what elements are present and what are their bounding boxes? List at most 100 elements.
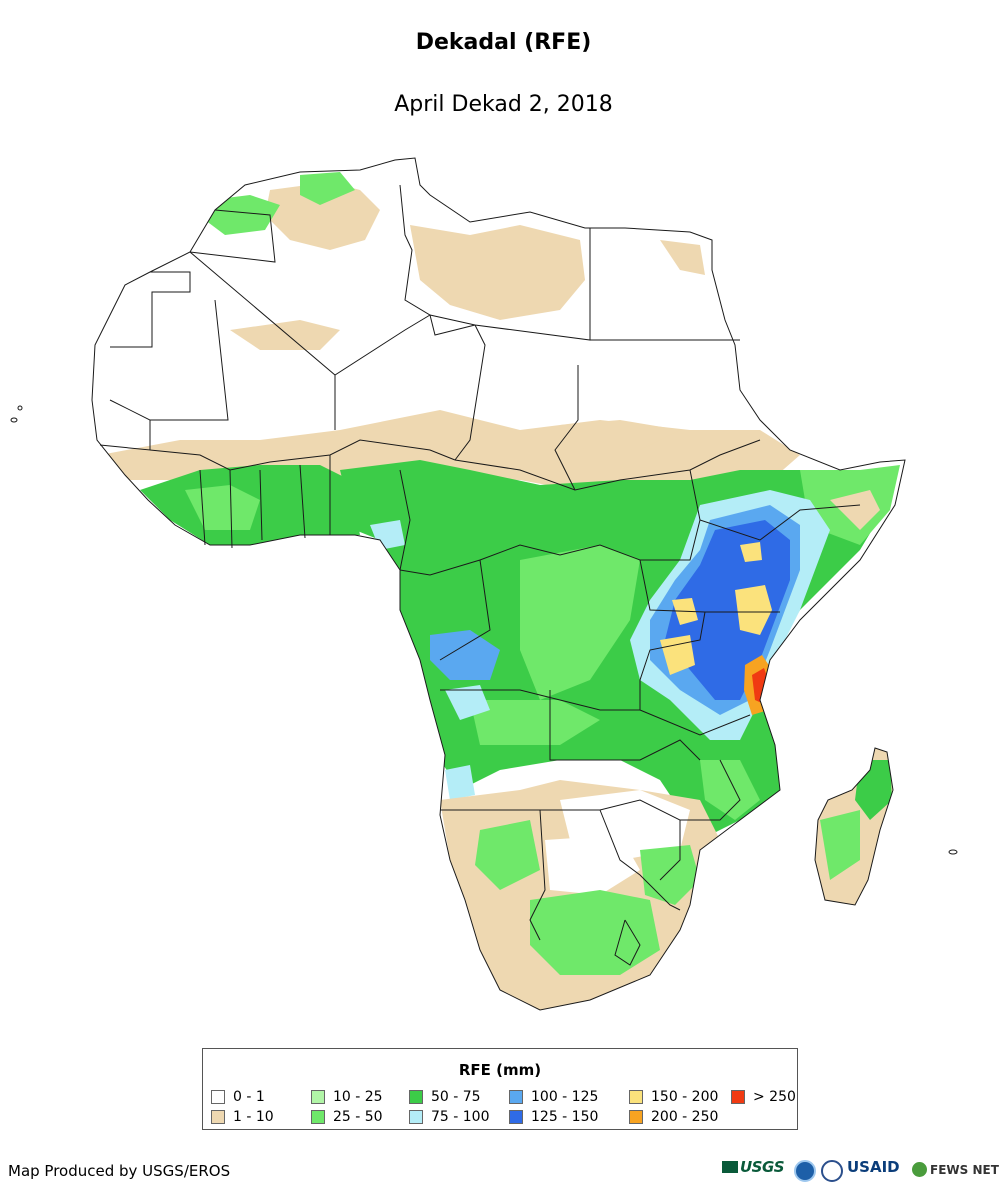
border-line <box>549 690 701 761</box>
rainfall-zone <box>205 195 280 235</box>
credit-text: Map Produced by USGS/EROS <box>8 1162 231 1180</box>
border-line <box>149 439 456 471</box>
africa-coastline <box>91 157 906 1011</box>
rainfall-zone <box>430 630 500 680</box>
legend-swatch <box>311 1090 325 1104</box>
logo-strip: USGS USAID FEWS NET <box>722 1158 1002 1188</box>
border-line <box>189 209 276 263</box>
rainfall-zone <box>660 240 705 275</box>
island <box>17 405 23 411</box>
rainfall-zone <box>300 172 355 205</box>
border-line <box>229 469 233 549</box>
map-subtitle: April Dekad 2, 2018 <box>394 92 613 117</box>
border-line <box>440 689 640 711</box>
legend-swatch <box>629 1090 643 1104</box>
madagascar-coastline <box>814 747 894 906</box>
rainfall-zone <box>660 635 695 675</box>
rainfall-zone <box>560 420 680 450</box>
legend-swatch <box>211 1110 225 1124</box>
legend-swatch <box>409 1110 423 1124</box>
island <box>10 417 18 423</box>
border-line <box>599 809 681 911</box>
legend-swatch <box>629 1110 643 1124</box>
fews-net-logo: FEWS NET <box>912 1162 999 1190</box>
border-line <box>199 469 206 546</box>
rainfall-zone <box>820 810 860 880</box>
legend-swatch <box>311 1110 325 1124</box>
rainfall-zone <box>735 585 772 635</box>
legend-swatch <box>509 1110 523 1124</box>
border-line <box>454 439 761 491</box>
island <box>948 849 958 855</box>
legend-item: 25 - 50 <box>311 1109 421 1127</box>
usgs-logo: USGS <box>722 1158 785 1186</box>
rainfall-zone <box>470 700 600 745</box>
border-line <box>299 464 306 539</box>
border-line <box>189 251 431 376</box>
rainfall-zone <box>700 760 760 820</box>
border-line <box>680 759 741 821</box>
border-line <box>639 611 751 736</box>
border-line <box>639 559 780 613</box>
legend-item: 75 - 100 <box>409 1109 519 1127</box>
rainfall-field <box>100 172 900 1010</box>
legend-item: 50 - 75 <box>409 1089 519 1107</box>
legend-label: > 250 <box>753 1089 796 1105</box>
rainfall-zone <box>830 490 880 530</box>
border-line <box>429 314 476 336</box>
legend-item: 125 - 150 <box>509 1109 619 1127</box>
legend: RFE (mm) 0 - 1 1 - 10 10 - 25 25 - 50 50 - 7… <box>202 1048 798 1130</box>
legend-swatch <box>731 1090 745 1104</box>
legend-swatch <box>409 1090 423 1104</box>
legend-item: 200 - 250 <box>629 1109 739 1127</box>
rainfall-zone <box>665 520 790 700</box>
border-line <box>399 184 591 341</box>
border-line <box>150 299 229 421</box>
seal-logo <box>821 1160 843 1182</box>
border-line <box>259 469 263 541</box>
legend-item: > 250 <box>731 1089 841 1107</box>
noaa-logo <box>794 1160 816 1182</box>
map-title: Dekadal (RFE) <box>415 30 592 55</box>
border-line <box>99 399 151 451</box>
legend-label: 1 - 10 <box>233 1109 274 1125</box>
rainfall-zone <box>445 765 475 800</box>
border-line <box>399 469 411 571</box>
rainfall-zone <box>265 182 380 250</box>
border-line <box>454 324 486 461</box>
legend-label: 200 - 250 <box>651 1109 719 1125</box>
legend-label: 100 - 125 <box>531 1089 599 1105</box>
border-line <box>439 559 491 661</box>
rainfall-zone <box>740 542 762 562</box>
legend-label: 50 - 75 <box>431 1089 481 1105</box>
legend-title: RFE (mm) <box>458 1061 542 1079</box>
legend-swatch <box>509 1090 523 1104</box>
border-line <box>110 271 191 348</box>
border-line <box>440 809 546 941</box>
rainfall-zone <box>520 545 640 700</box>
country-borders <box>99 184 861 966</box>
border-line <box>614 919 641 966</box>
legend-label: 10 - 25 <box>333 1089 383 1105</box>
rainfall-zone <box>475 820 540 890</box>
legend-item: 0 - 1 <box>211 1089 321 1107</box>
legend-item: 1 - 10 <box>211 1109 321 1127</box>
legend-label: 25 - 50 <box>333 1109 383 1125</box>
rainfall-zone <box>530 890 660 975</box>
rainfall-zone <box>410 225 585 320</box>
rainfall-map <box>10 157 958 1011</box>
legend-label: 150 - 200 <box>651 1089 719 1105</box>
rainfall-zone <box>230 320 340 350</box>
legend-item: 100 - 125 <box>509 1089 619 1107</box>
border-line <box>399 519 701 576</box>
border-line <box>689 469 861 541</box>
legend-item: 150 - 200 <box>629 1089 739 1107</box>
legend-label: 75 - 100 <box>431 1109 490 1125</box>
legend-item: 10 - 25 <box>311 1089 421 1107</box>
legend-label: 0 - 1 <box>233 1089 265 1105</box>
legend-swatch <box>211 1090 225 1104</box>
usaid-logo: USAID <box>847 1158 900 1176</box>
rainfall-zone <box>370 520 405 550</box>
rainfall-zone <box>445 685 490 720</box>
border-line <box>540 799 681 881</box>
